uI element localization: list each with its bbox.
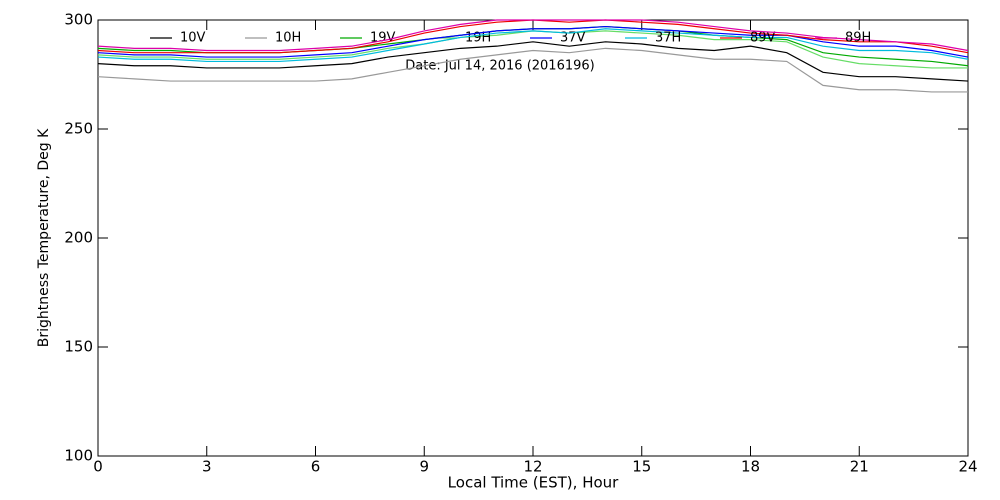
x-tick-label: 18 (741, 458, 760, 476)
x-tick-label: 21 (850, 458, 869, 476)
legend-label: 37V (560, 31, 586, 46)
x-tick-label: 3 (202, 458, 212, 476)
legend-label: 89V (750, 31, 776, 46)
chart-title: Date: Jul 14, 2016 (2016196) (405, 59, 594, 74)
y-tick-label: 100 (64, 447, 93, 465)
series-line (97, 28, 969, 63)
legend-label: 37H (655, 31, 681, 46)
y-tick-label: 200 (64, 229, 93, 247)
x-tick-label: 9 (419, 458, 429, 476)
y-axis-label: Brightness Temperature, Deg K (36, 128, 52, 347)
y-tick-label: 250 (64, 120, 93, 138)
legend-label: 10H (275, 31, 301, 46)
plot-frame (97, 19, 969, 457)
series-line (97, 47, 968, 93)
x-tick-label: 15 (632, 458, 651, 476)
x-axis-label: Local Time (EST), Hour (448, 474, 619, 492)
y-tick-label: 150 (64, 338, 93, 356)
x-tick-label: 24 (958, 458, 977, 476)
x-tick-label: 0 (93, 458, 103, 476)
legend-label: 10V (180, 31, 206, 46)
legend-label: 89H (845, 31, 871, 46)
x-tick-label: 6 (311, 458, 321, 476)
series-line (97, 25, 969, 58)
x-tick-label: 12 (523, 458, 542, 476)
series-line (97, 41, 969, 82)
y-tick-label: 300 (64, 11, 93, 29)
